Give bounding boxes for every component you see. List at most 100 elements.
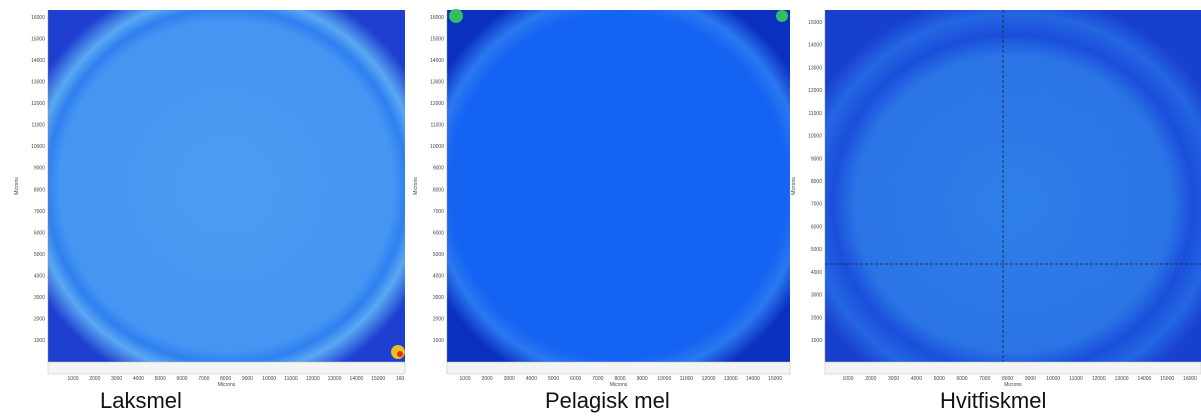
x-tick-label: 14000 [349, 376, 363, 382]
y-tick-label: 2000 [433, 316, 444, 322]
x-tick-label: 3000 [504, 376, 515, 382]
x-tick-label: 1000 [459, 376, 470, 382]
x-tick-label: 10000 [657, 376, 671, 382]
x-tick-label: 12000 [702, 376, 716, 382]
x-tick-label: 9000 [1025, 376, 1036, 382]
y-axis-label: Microns [14, 177, 20, 195]
y-tick-label: 10000 [430, 144, 444, 150]
y-axis-label: Microns [413, 177, 419, 195]
caption: Laksmel [100, 388, 182, 413]
y-tick-label: 2000 [34, 316, 45, 322]
x-tick-label: 3000 [888, 376, 899, 382]
x-tick-label: 11000 [1069, 376, 1083, 382]
y-tick-label: 5000 [811, 247, 822, 253]
x-tick-label: 2000 [89, 376, 100, 382]
y-tick-label: 14000 [430, 58, 444, 64]
y-tick-label: 7000 [34, 209, 45, 215]
y-tick-label: 10000 [808, 134, 822, 140]
x-tick-label: 11000 [284, 376, 298, 382]
y-tick-label: 11000 [808, 111, 822, 117]
x-tick-label: 4000 [133, 376, 144, 382]
x-tick-label: 5000 [155, 376, 166, 382]
x-tick-label: 160 [396, 376, 405, 382]
x-tick-label: 11000 [680, 376, 694, 382]
x-tick-label: 8000 [1002, 376, 1013, 382]
y-tick-label: 15000 [430, 37, 444, 43]
x-tick-label: 10000 [1046, 376, 1060, 382]
y-tick-label: 14000 [31, 58, 45, 64]
y-tick-label: 3000 [34, 295, 45, 301]
x-tick-label: 15000 [1160, 376, 1174, 382]
y-tick-label: 1000 [34, 338, 45, 344]
x-tick-label: 3000 [111, 376, 122, 382]
x-tick-label: 16000 [1183, 376, 1197, 382]
x-tick-label: 7000 [592, 376, 603, 382]
y-tick-label: 3000 [433, 295, 444, 301]
x-axis-label: Microns [1004, 382, 1022, 388]
y-tick-label: 14000 [808, 43, 822, 49]
x-tick-label: 1000 [842, 376, 853, 382]
y-tick-label: 6000 [34, 230, 45, 236]
y-tick-label: 8000 [433, 187, 444, 193]
y-tick-label: 12000 [31, 101, 45, 107]
x-tick-label: 13000 [1115, 376, 1129, 382]
y-tick-label: 13000 [808, 65, 822, 71]
x-tick-label: 13000 [724, 376, 738, 382]
x-tick-label: 7000 [198, 376, 209, 382]
y-tick-label: 4000 [34, 273, 45, 279]
y-tick-label: 6000 [433, 230, 444, 236]
y-tick-label: 1000 [811, 338, 822, 344]
x-axis-strip [47, 361, 406, 375]
y-tick-label: 7000 [433, 209, 444, 215]
x-axis-label: Microns [610, 382, 628, 388]
y-tick-label: 5000 [34, 252, 45, 258]
y-tick-label: 8000 [811, 179, 822, 185]
y-tick-label: 11000 [31, 123, 45, 129]
y-axis-label: Microns [791, 177, 797, 195]
x-tick-label: 8000 [614, 376, 625, 382]
panel-image-2 [447, 9, 790, 362]
caption: Hvitfiskmel [940, 388, 1046, 413]
y-tick-label: 9000 [811, 156, 822, 162]
y-tick-label: 4000 [433, 273, 444, 279]
x-tick-label: 8000 [220, 376, 231, 382]
x-tick-label: 6000 [956, 376, 967, 382]
x-tick-label: 6000 [570, 376, 581, 382]
y-tick-label: 3000 [811, 293, 822, 299]
y-tick-label: 9000 [433, 166, 444, 172]
x-tick-label: 10000 [262, 376, 276, 382]
y-tick-label: 5000 [433, 252, 444, 258]
y-tick-label: 6000 [811, 224, 822, 230]
x-tick-label: 9000 [637, 376, 648, 382]
x-tick-label: 4000 [526, 376, 537, 382]
x-tick-label: 5000 [548, 376, 559, 382]
x-tick-label: 13000 [328, 376, 342, 382]
x-tick-label: 15000 [371, 376, 385, 382]
y-tick-label: 2000 [811, 315, 822, 321]
x-tick-label: 12000 [1092, 376, 1106, 382]
x-tick-label: 14000 [746, 376, 760, 382]
y-tick-label: 4000 [811, 270, 822, 276]
panel-image-3 [825, 10, 1201, 362]
x-tick-label: 4000 [911, 376, 922, 382]
x-tick-label: 6000 [176, 376, 187, 382]
y-tick-label: 1000 [433, 338, 444, 344]
y-tick-label: 12000 [808, 88, 822, 94]
y-tick-label: 15000 [31, 37, 45, 43]
x-tick-label: 12000 [306, 376, 320, 382]
x-axis-strip [824, 361, 1201, 375]
y-tick-label: 10000 [31, 144, 45, 150]
y-tick-label: 15000 [808, 20, 822, 26]
x-tick-label: 9000 [242, 376, 253, 382]
x-axis-strip [446, 361, 791, 375]
x-tick-label: 2000 [865, 376, 876, 382]
y-tick-label: 12000 [430, 101, 444, 107]
y-tick-label: 13000 [430, 80, 444, 86]
y-tick-label: 7000 [811, 202, 822, 208]
y-tick-label: 8000 [34, 187, 45, 193]
x-tick-label: 14000 [1137, 376, 1151, 382]
x-tick-label: 1000 [67, 376, 78, 382]
y-tick-label: 9000 [34, 166, 45, 172]
x-axis-label: Microns [218, 382, 236, 388]
x-tick-label: 7000 [979, 376, 990, 382]
